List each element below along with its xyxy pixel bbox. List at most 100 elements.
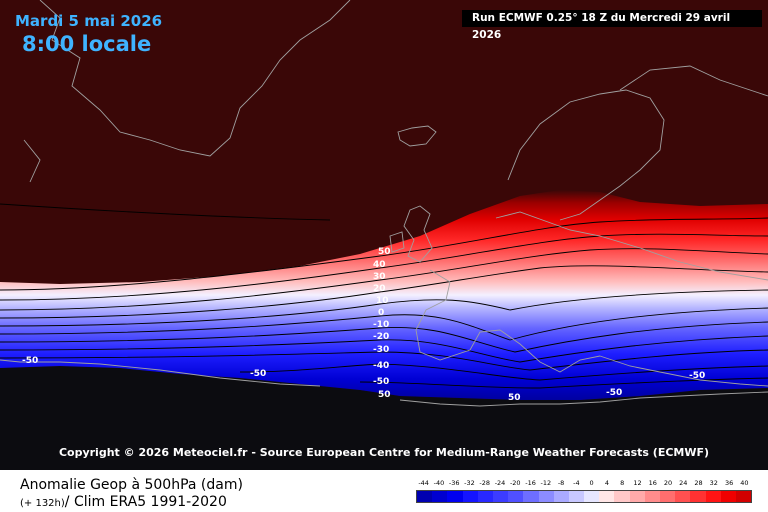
color-scale-swatch (614, 491, 630, 502)
contour-label: -10 (373, 320, 389, 330)
color-scale-swatch (675, 491, 691, 502)
contour-line (0, 321, 768, 353)
color-scale-tick: -16 (525, 479, 536, 487)
color-scale-swatch (553, 491, 569, 502)
color-scale-swatch (477, 491, 493, 502)
forecast-date: Mardi 5 mai 2026 (15, 12, 163, 30)
anomaly-field: 50 40 30 20 10 0 -10 -20 -30 -40 -50 50 … (0, 0, 768, 470)
color-scale: -44 -40 -36 -32 -28 -24 -20 -16 -12 -8 -4 0 4 8 12 16 20… (416, 479, 752, 503)
color-scale-tick: -20 (509, 479, 521, 487)
color-scale-tick: -44 (418, 479, 429, 487)
iceland-coast (397, 125, 437, 147)
coastlines (0, 0, 768, 407)
contour-labels: 50 40 30 20 10 0 -10 -20 -30 -40 -50 50 … (22, 247, 705, 403)
color-scale-swatch (735, 491, 752, 502)
contour-line (0, 265, 768, 319)
color-scale-swatch (508, 491, 524, 502)
greenland-coast (39, 0, 351, 157)
color-scale-tick: 16 (648, 479, 657, 487)
western-europe-coast (415, 269, 601, 373)
color-scale-swatch (660, 491, 676, 502)
north-africa-coast (399, 391, 768, 407)
color-scale-tick: -12 (540, 479, 552, 487)
forecast-step: (+ 132h) (20, 498, 65, 509)
product-subtitle: (+ 132h)/ Clim ERA5 1991-2020 (20, 494, 227, 510)
ireland-coast (389, 231, 405, 253)
contour-line (0, 335, 768, 363)
copyright-notice: Copyright © 2026 Meteociel.fr - Source E… (58, 446, 710, 459)
color-scale-swatch (432, 491, 448, 502)
color-scale-swatch (644, 491, 660, 502)
contour-label: -40 (373, 361, 389, 371)
contour-label: -50 (373, 377, 389, 387)
color-scale-tick: 12 (633, 479, 642, 487)
model-run-banner: Run ECMWF 0.25° 18 Z du Mercredi 29 avri… (462, 10, 762, 41)
contour-line (0, 217, 768, 291)
color-scale-tick: 28 (694, 479, 703, 487)
contour-label: 10 (376, 296, 389, 306)
color-scale-swatch (720, 491, 736, 502)
contour-line (239, 363, 768, 381)
color-scale-swatch (568, 491, 585, 502)
contour-line (0, 349, 768, 371)
contour-label: 40 (373, 260, 386, 270)
contour-line (0, 307, 768, 341)
color-scale-bar (416, 490, 752, 503)
color-scale-tick: 8 (620, 479, 625, 487)
color-scale-tick: -4 (573, 479, 580, 487)
color-scale-tick: 4 (604, 479, 609, 487)
contour-label: 30 (373, 272, 386, 282)
color-scale-tick: -40 (433, 479, 445, 487)
britain-coast (403, 205, 433, 263)
color-scale-tick: 32 (709, 479, 718, 487)
contour-label: -50 (689, 371, 705, 381)
contour-label: -50 (250, 369, 266, 379)
baltic-coast (495, 211, 768, 281)
color-scale-tick: 0 (589, 479, 594, 487)
color-scale-swatch (492, 491, 509, 502)
contour-label: 50 (378, 390, 391, 400)
color-scale-tick: 40 (740, 479, 749, 487)
color-scale-tick: 24 (679, 479, 688, 487)
scandinavia-coast (507, 89, 665, 221)
contour-label: 50 (508, 393, 521, 403)
color-scale-swatch (690, 491, 706, 502)
color-scale-tick: 36 (724, 479, 734, 487)
baffin-coast (23, 139, 41, 183)
contour-line (0, 203, 331, 221)
color-scale-swatch (523, 491, 539, 502)
canary-coast (0, 359, 321, 387)
color-scale-tick: -28 (479, 479, 491, 487)
contour-line (0, 289, 768, 327)
color-scale-swatch (599, 491, 615, 502)
color-scale-swatch (447, 491, 463, 502)
contour-line (0, 233, 768, 301)
contour-label: -50 (22, 356, 38, 366)
color-scale-swatch (705, 491, 721, 502)
anomaly-map: 50 40 30 20 10 0 -10 -20 -30 -40 -50 50 … (0, 0, 768, 470)
arctic-coast (619, 65, 768, 97)
color-scale-swatch (629, 491, 645, 502)
product-title: Anomalie Geop à 500hPa (dam) (20, 477, 243, 493)
color-scale-tick: -36 (448, 479, 460, 487)
eastern-med-coast (599, 355, 768, 387)
color-scale-swatch (462, 491, 478, 502)
contour-line (0, 248, 768, 311)
color-scale-tick: -32 (464, 479, 475, 487)
color-scale-ticks: -44 -40 -36 -32 -28 -24 -20 -16 -12 -8 -4 0 4 8 12 16 20… (416, 479, 752, 489)
climatology-label: / Clim ERA5 1991-2020 (64, 494, 227, 510)
contour-label: -30 (373, 345, 389, 355)
negative-background (0, 366, 768, 470)
color-scale-swatch (584, 491, 600, 502)
forecast-time: 8:00 locale (22, 32, 152, 56)
contour-label: 20 (373, 284, 386, 294)
contour-label: 50 (378, 247, 391, 257)
color-scale-swatch (538, 491, 554, 502)
color-scale-tick: -24 (494, 479, 506, 487)
contour-label: -20 (373, 332, 389, 342)
legend-footer: Anomalie Geop à 500hPa (dam) (+ 132h)/ C… (0, 470, 768, 512)
contour-label: 0 (378, 308, 384, 318)
color-scale-tick: -8 (557, 479, 565, 487)
contour-label: -50 (606, 388, 622, 398)
color-scale-swatch (417, 491, 433, 502)
